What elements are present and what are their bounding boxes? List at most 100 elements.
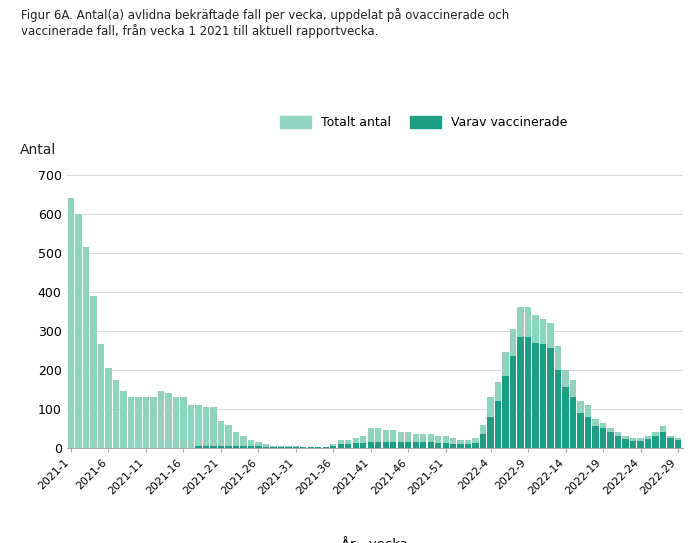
Bar bbox=[578, 401, 584, 448]
Bar bbox=[143, 397, 149, 448]
Bar bbox=[442, 443, 449, 448]
Bar bbox=[150, 397, 157, 448]
Bar bbox=[203, 446, 209, 448]
Bar bbox=[667, 436, 673, 448]
Bar bbox=[495, 382, 501, 448]
Bar bbox=[323, 447, 329, 448]
Bar bbox=[540, 344, 546, 448]
Bar bbox=[173, 397, 179, 448]
Bar bbox=[547, 349, 554, 448]
Bar bbox=[337, 440, 344, 448]
Bar bbox=[405, 432, 412, 448]
Bar bbox=[165, 393, 172, 448]
Bar bbox=[675, 440, 681, 448]
X-axis label: År - vecka: År - vecka bbox=[341, 538, 408, 543]
Bar bbox=[533, 343, 539, 448]
Bar bbox=[525, 337, 531, 448]
Bar bbox=[375, 428, 382, 448]
Bar bbox=[570, 380, 576, 448]
Bar bbox=[428, 442, 434, 448]
Bar bbox=[120, 392, 127, 448]
Bar bbox=[330, 446, 337, 448]
Bar bbox=[307, 447, 314, 448]
Bar bbox=[645, 436, 651, 448]
Bar bbox=[667, 438, 673, 448]
Bar bbox=[630, 438, 636, 448]
Bar bbox=[113, 380, 119, 448]
Bar bbox=[256, 446, 262, 448]
Bar bbox=[337, 444, 344, 448]
Bar bbox=[240, 436, 246, 448]
Bar bbox=[225, 425, 232, 448]
Bar bbox=[675, 438, 681, 448]
Bar bbox=[315, 447, 321, 448]
Bar bbox=[90, 296, 97, 448]
Bar bbox=[368, 442, 374, 448]
Bar bbox=[390, 431, 396, 448]
Bar bbox=[398, 432, 404, 448]
Bar bbox=[600, 428, 606, 448]
Bar bbox=[487, 397, 494, 448]
Bar bbox=[353, 438, 359, 448]
Bar bbox=[323, 447, 329, 448]
Bar bbox=[210, 407, 216, 448]
Bar bbox=[248, 446, 254, 448]
Bar bbox=[300, 447, 307, 448]
Bar bbox=[450, 444, 456, 448]
Bar bbox=[487, 416, 494, 448]
Bar bbox=[345, 444, 351, 448]
Bar bbox=[600, 422, 606, 448]
Bar bbox=[495, 401, 501, 448]
Bar bbox=[473, 438, 479, 448]
Bar bbox=[278, 447, 284, 448]
Bar bbox=[660, 426, 666, 448]
Bar bbox=[465, 444, 471, 448]
Bar bbox=[517, 307, 524, 448]
Bar bbox=[240, 446, 246, 448]
Bar bbox=[503, 352, 509, 448]
Bar bbox=[637, 438, 644, 448]
Bar bbox=[218, 421, 224, 448]
Bar bbox=[533, 315, 539, 448]
Bar bbox=[622, 439, 629, 448]
Bar bbox=[128, 397, 134, 448]
Bar bbox=[540, 319, 546, 448]
Bar bbox=[270, 446, 276, 448]
Bar bbox=[278, 446, 284, 448]
Bar bbox=[345, 440, 351, 448]
Bar bbox=[232, 446, 239, 448]
Bar bbox=[652, 436, 659, 448]
Bar bbox=[285, 446, 291, 448]
Bar bbox=[330, 444, 337, 448]
Bar bbox=[210, 446, 216, 448]
Bar bbox=[188, 405, 194, 448]
Bar bbox=[412, 442, 419, 448]
Bar bbox=[465, 440, 471, 448]
Bar bbox=[428, 434, 434, 448]
Bar bbox=[578, 413, 584, 448]
Bar bbox=[510, 356, 517, 448]
Bar bbox=[262, 447, 269, 448]
Bar bbox=[232, 432, 239, 448]
Bar bbox=[315, 447, 321, 448]
Bar bbox=[225, 446, 232, 448]
Bar bbox=[555, 370, 561, 448]
Bar bbox=[98, 344, 104, 448]
Legend: Totalt antal, Varav vaccinerade: Totalt antal, Varav vaccinerade bbox=[275, 111, 573, 134]
Bar bbox=[480, 425, 486, 448]
Bar bbox=[525, 307, 531, 448]
Bar bbox=[300, 447, 307, 448]
Bar bbox=[645, 439, 651, 448]
Bar bbox=[180, 397, 187, 448]
Bar bbox=[615, 432, 621, 448]
Bar bbox=[307, 447, 314, 448]
Bar bbox=[608, 432, 614, 448]
Bar bbox=[435, 436, 442, 448]
Bar bbox=[442, 436, 449, 448]
Bar bbox=[293, 447, 299, 448]
Bar bbox=[562, 388, 569, 448]
Bar bbox=[360, 436, 366, 448]
Bar bbox=[517, 337, 524, 448]
Bar bbox=[652, 432, 659, 448]
Bar bbox=[503, 376, 509, 448]
